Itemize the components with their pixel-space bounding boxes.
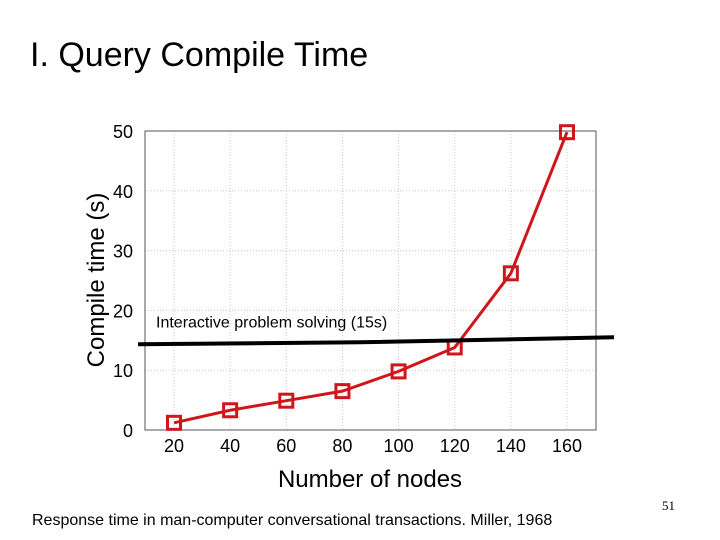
data-point: [222, 402, 239, 419]
x-tick-label: 80: [332, 436, 352, 456]
y-tick-label: 50: [113, 122, 133, 142]
y-tick-label: 0: [123, 421, 133, 441]
x-tick-label: 20: [164, 436, 184, 456]
x-tick-label: 60: [276, 436, 296, 456]
y-tick-label: 40: [113, 182, 133, 202]
x-tick-label: 100: [384, 436, 414, 456]
compile-time-chart: 20 40 60 80 100 120 140 160 0 10 20 30 40 50 Number o…: [83, 122, 615, 493]
plot-frame: [144, 130, 597, 431]
series: [166, 124, 575, 431]
data-point: [559, 124, 575, 141]
threshold-line: [137, 335, 615, 347]
y-tick-label: 10: [113, 361, 133, 381]
x-tick-label: 40: [220, 436, 240, 456]
y-tick-label: 30: [113, 242, 133, 262]
grid: [145, 130, 596, 431]
data-point: [502, 265, 519, 282]
slide-title: I. Query Compile Time: [30, 36, 369, 74]
x-tick-label: 140: [496, 436, 526, 456]
page-number: 51: [662, 498, 675, 513]
data-point: [390, 363, 407, 380]
y-axis-label: Compile time (s): [83, 193, 110, 368]
series-line: [173, 131, 569, 425]
footer-citation: Response time in man-computer conversati…: [32, 512, 553, 529]
annotation: Interactive problem solving (15s): [137, 314, 615, 347]
y-tick-label: 20: [113, 301, 133, 321]
data-point: [278, 392, 295, 409]
x-tick-label: 120: [440, 436, 470, 456]
threshold-label: Interactive problem solving (15s): [156, 314, 387, 331]
data-point: [334, 383, 351, 400]
data-point: [166, 414, 182, 431]
tick-labels: 20 40 60 80 100 120 140 160 0 10 20 30 40 50: [113, 122, 582, 456]
x-axis-label: Number of nodes: [278, 466, 462, 493]
x-tick-label: 160: [552, 436, 582, 456]
